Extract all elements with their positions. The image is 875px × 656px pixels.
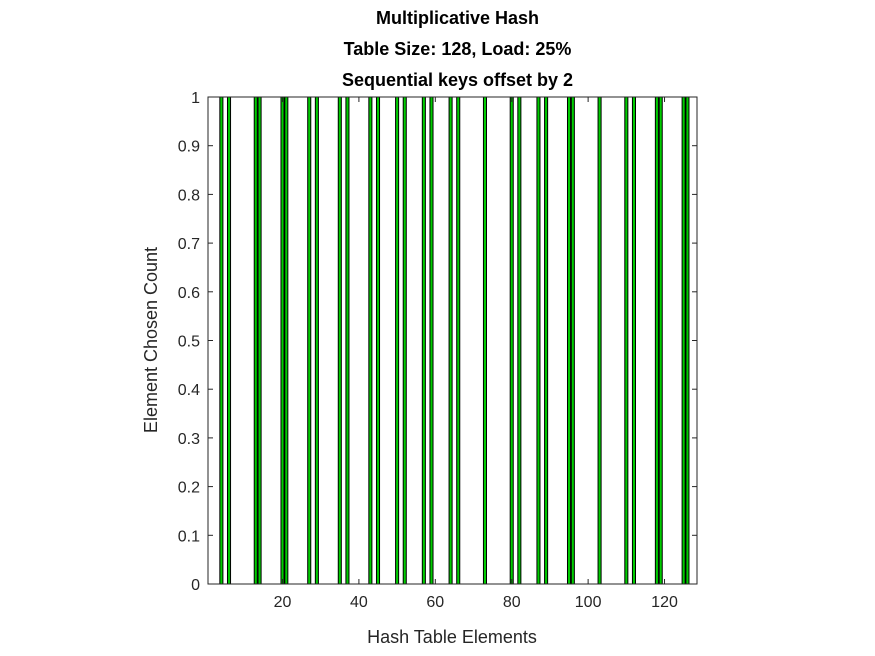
bar-4: [219, 96, 224, 585]
x-tick-label: 60: [426, 594, 444, 611]
bar-45: [375, 96, 381, 585]
chart-title-line-2: Table Size: 128, Load: 25%: [343, 39, 572, 59]
bar-87: [536, 96, 541, 585]
bar-96: [570, 96, 575, 585]
bar-80: [509, 96, 514, 585]
x-tick-label: 20: [274, 594, 292, 611]
x-tick-label: 100: [575, 594, 602, 611]
x-tick-label: 120: [651, 594, 678, 611]
bar-103: [597, 96, 602, 585]
bar-66: [456, 96, 461, 585]
y-tick-label: 0.8: [178, 187, 200, 204]
bar-82: [517, 96, 522, 585]
y-tick-label: 0.2: [178, 480, 200, 497]
bar-64: [448, 96, 453, 585]
x-tick-label: 80: [503, 594, 521, 611]
bar-57: [421, 96, 426, 585]
x-tick-label: 40: [350, 594, 368, 611]
bar-95: [566, 96, 572, 585]
bar-119: [658, 96, 663, 585]
bar-110: [624, 96, 629, 585]
bar-50: [395, 96, 400, 585]
y-tick-label: 1: [191, 90, 200, 107]
y-tick-label: 0.5: [178, 334, 200, 351]
bar-52: [402, 96, 407, 585]
bar-37: [345, 96, 350, 585]
x-axis-label: Hash Table Elements: [367, 627, 537, 647]
bar-118: [654, 96, 659, 585]
bar-13: [253, 96, 258, 585]
y-tick-label: 0.7: [178, 236, 200, 253]
bar-14: [257, 96, 262, 585]
bar-6: [226, 96, 232, 585]
bar-35: [337, 96, 342, 585]
y-tick-label: 0.9: [178, 139, 200, 156]
bar-126: [685, 96, 690, 585]
y-tick-label: 0.4: [178, 382, 200, 399]
bar-21: [284, 96, 289, 585]
bar-20: [280, 96, 285, 585]
bar-112: [631, 96, 637, 585]
y-tick-label: 0: [191, 577, 200, 594]
bar-89: [544, 96, 549, 585]
y-tick-label: 0.6: [178, 285, 200, 302]
bar-59: [429, 96, 434, 585]
y-axis-label: Element Chosen Count: [141, 247, 161, 433]
bar-125: [681, 96, 686, 585]
bar-29: [314, 96, 319, 585]
bars-layer: [219, 96, 690, 585]
y-tick-label: 0.3: [178, 431, 200, 448]
bar-73: [482, 96, 488, 585]
bar-27: [307, 96, 312, 585]
chart-title-line-3: Sequential keys offset by 2: [341, 70, 574, 90]
bar-43: [368, 96, 373, 585]
chart-title-line-1: Multiplicative Hash: [375, 8, 540, 28]
y-tick-label: 0.1: [178, 528, 200, 545]
